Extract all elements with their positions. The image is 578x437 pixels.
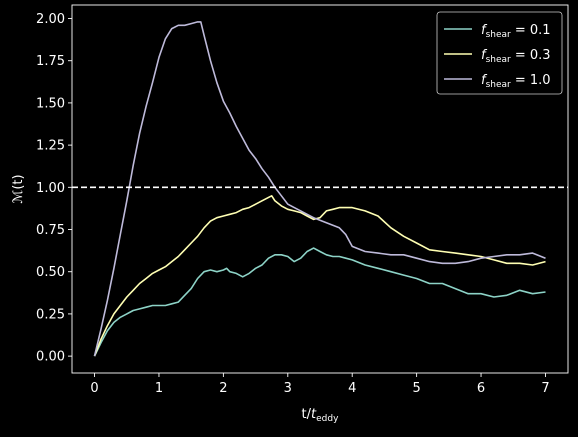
- legend: fshear = 0.1 fshear = 0.3 fshear = 1.0: [436, 11, 563, 95]
- series-line-2: [93, 21, 546, 357]
- x-tick-label: 4: [348, 381, 356, 396]
- lines-layer: [93, 21, 546, 357]
- x-tick-label: 3: [284, 381, 292, 396]
- y-tick-label: 0.75: [36, 223, 65, 238]
- y-tick-label: 2.00: [36, 12, 65, 27]
- x-tick-label: 7: [541, 381, 549, 396]
- legend-label-2: fshear = 1.0: [481, 73, 551, 90]
- x-tick-label: 6: [477, 381, 485, 396]
- series-line-1: [93, 195, 546, 357]
- x-ticks: 0 1 2 3 4 5 6 7: [90, 373, 550, 396]
- x-tick-label: 2: [219, 381, 227, 396]
- series-line-0: [93, 247, 546, 357]
- y-tick-label: 1.25: [36, 139, 65, 154]
- legend-label-1: fshear = 0.3: [481, 48, 551, 65]
- x-tick-label: 5: [412, 381, 420, 396]
- x-tick-label: 0: [90, 381, 98, 396]
- y-tick-label: 0.25: [36, 307, 65, 322]
- plot-frame: [71, 4, 569, 374]
- y-tick-label: 1.75: [36, 54, 65, 69]
- legend-box: [436, 11, 563, 95]
- y-axis-label: ℳ(t): [11, 174, 26, 203]
- legend-label-0: fshear = 0.1: [481, 23, 551, 40]
- y-tick-label: 0.00: [36, 350, 65, 365]
- y-ticks: 0.00 0.25 0.50 0.75 1.00 1.25 1.50 1.75 2.00: [36, 12, 72, 365]
- y-tick-label: 0.50: [36, 265, 65, 280]
- y-tick-label: 1.50: [36, 96, 65, 111]
- y-tick-label: 1.00: [36, 181, 65, 196]
- x-tick-label: 1: [155, 381, 163, 396]
- x-axis-label: t/teddy: [302, 407, 340, 424]
